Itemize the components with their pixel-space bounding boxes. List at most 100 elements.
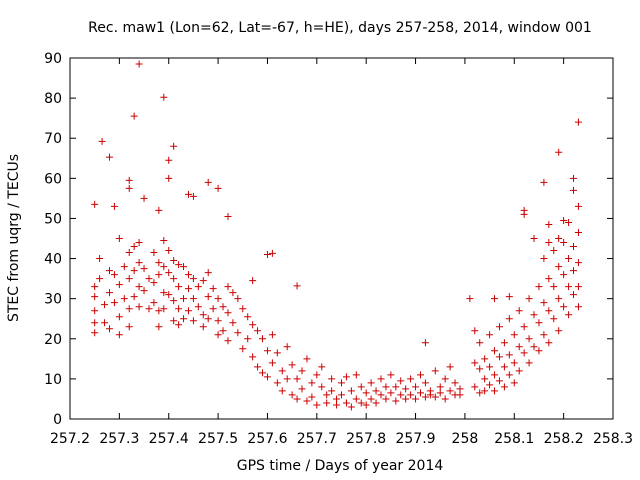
y-tick-label: 20: [44, 332, 62, 348]
data-point: [550, 315, 558, 323]
data-point: [204, 178, 212, 186]
plot-area-frame: [69, 57, 614, 420]
data-point: [362, 401, 370, 409]
data-point: [145, 275, 153, 283]
data-point: [125, 323, 133, 331]
data-point: [150, 299, 158, 307]
data-point: [535, 283, 543, 291]
data-point: [495, 377, 503, 385]
data-point: [530, 311, 538, 319]
data-point: [115, 313, 123, 321]
data-point: [431, 393, 439, 401]
data-point: [402, 395, 410, 403]
data-point: [145, 305, 153, 313]
data-point: [199, 323, 207, 331]
data-point: [540, 255, 548, 263]
x-tick-label: 257.8: [346, 431, 386, 447]
data-point: [525, 335, 533, 343]
data-point: [382, 395, 390, 403]
data-point: [372, 387, 380, 395]
data-point: [115, 235, 123, 242]
data-point: [234, 329, 242, 337]
data-point: [441, 395, 449, 403]
y-tick-label: 60: [44, 171, 62, 187]
y-axis-label: STEC from uqrg / TECUs: [6, 154, 22, 322]
data-point: [520, 210, 528, 218]
data-point: [352, 371, 360, 379]
data-point: [574, 202, 582, 210]
data-point: [175, 305, 183, 313]
data-point: [436, 383, 444, 391]
data-point: [466, 295, 474, 303]
data-point: [249, 321, 257, 329]
data-point: [170, 142, 178, 150]
data-point: [263, 251, 271, 259]
data-point: [155, 323, 163, 331]
y-tick-label: 30: [44, 292, 62, 308]
data-point: [446, 363, 454, 371]
data-point: [555, 327, 563, 335]
data-point: [155, 307, 163, 315]
data-point: [416, 371, 424, 379]
data-point: [362, 389, 370, 397]
data-point: [555, 148, 563, 156]
data-point: [96, 255, 104, 263]
data-point: [135, 239, 143, 247]
data-point: [91, 307, 99, 315]
data-point: [313, 401, 321, 409]
data-point: [491, 387, 499, 395]
data-point: [180, 295, 188, 303]
data-point: [333, 401, 341, 409]
x-tick-label: 257.5: [198, 431, 238, 447]
data-point: [115, 281, 123, 289]
data-point: [91, 293, 99, 301]
data-point: [436, 389, 444, 397]
data-point: [481, 355, 489, 363]
data-point: [525, 359, 533, 367]
data-point: [456, 391, 464, 399]
data-point: [515, 307, 523, 315]
data-point: [175, 283, 183, 291]
data-point: [189, 317, 197, 325]
data-point: [407, 391, 415, 399]
data-point: [342, 399, 350, 407]
y-tick-label: 50: [44, 211, 62, 227]
data-point: [140, 194, 148, 202]
x-tick-label: 257.4: [149, 431, 189, 447]
data-point: [293, 375, 301, 383]
data-point: [278, 367, 286, 375]
data-point: [323, 391, 331, 399]
data-point: [214, 317, 222, 325]
data-point: [224, 212, 232, 220]
data-point: [481, 387, 489, 395]
data-point: [333, 395, 341, 403]
data-point: [530, 235, 538, 242]
x-tick-label: 257.7: [297, 431, 337, 447]
data-point: [219, 327, 227, 335]
data-point: [402, 385, 410, 393]
data-point: [540, 178, 548, 186]
data-point: [491, 347, 499, 355]
data-point: [170, 317, 178, 325]
data-point: [229, 289, 237, 297]
data-point: [555, 295, 563, 303]
data-point: [495, 323, 503, 331]
data-point: [574, 228, 582, 236]
y-tick-label: 90: [44, 51, 62, 67]
data-point: [338, 379, 345, 387]
data-point: [125, 249, 133, 257]
data-point: [135, 283, 143, 291]
x-tick-label: 258.2: [544, 431, 584, 447]
data-point: [184, 271, 192, 279]
data-point: [565, 255, 573, 263]
data-point: [98, 137, 106, 145]
y-tick-label: 0: [53, 412, 62, 428]
x-tick-label: 258: [452, 431, 479, 447]
data-point: [471, 359, 479, 367]
data-point: [377, 391, 385, 399]
data-point: [486, 381, 494, 389]
data-point: [105, 325, 113, 333]
data-point: [130, 267, 138, 275]
data-point: [560, 303, 568, 311]
data-point: [160, 305, 168, 313]
